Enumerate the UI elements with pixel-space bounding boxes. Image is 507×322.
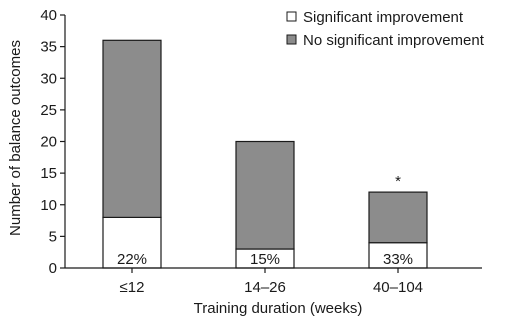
significance-asterisk: * [395,173,401,190]
legend-swatch-no-significant [286,34,297,45]
y-tick-label: 25 [40,102,57,119]
bar-segment-significant [102,216,162,269]
y-tick-label: 0 [49,260,57,277]
bar-segment-no-significant [235,140,295,250]
legend-label-no-significant: No significant improvement [303,32,485,49]
y-axis-title: Number of balance outcomes [7,40,24,236]
y-tick-label: 5 [49,228,57,245]
percent-label: 33% [383,251,413,268]
legend-label-significant: Significant improvement [303,9,464,26]
y-tick-label: 40 [40,7,57,24]
y-tick-label: 10 [40,197,57,214]
bar-segment-no-significant [102,39,162,219]
x-tick-label: 14–26 [244,279,286,296]
x-tick-label: 40–104 [373,279,423,296]
percent-label: 22% [117,251,147,268]
legend: Significant improvement No significant i… [286,9,485,49]
y-tick-label: 15 [40,165,57,182]
x-tick-label: ≤12 [120,279,145,296]
legend-swatch-significant [286,11,297,22]
bar-segment-no-significant [368,191,428,244]
y-tick-label: 30 [40,70,57,87]
percent-label: 15% [250,251,280,268]
x-axis-title: Training duration (weeks) [194,300,363,317]
y-tick-label: 20 [40,134,57,151]
y-tick-label: 35 [40,39,57,56]
